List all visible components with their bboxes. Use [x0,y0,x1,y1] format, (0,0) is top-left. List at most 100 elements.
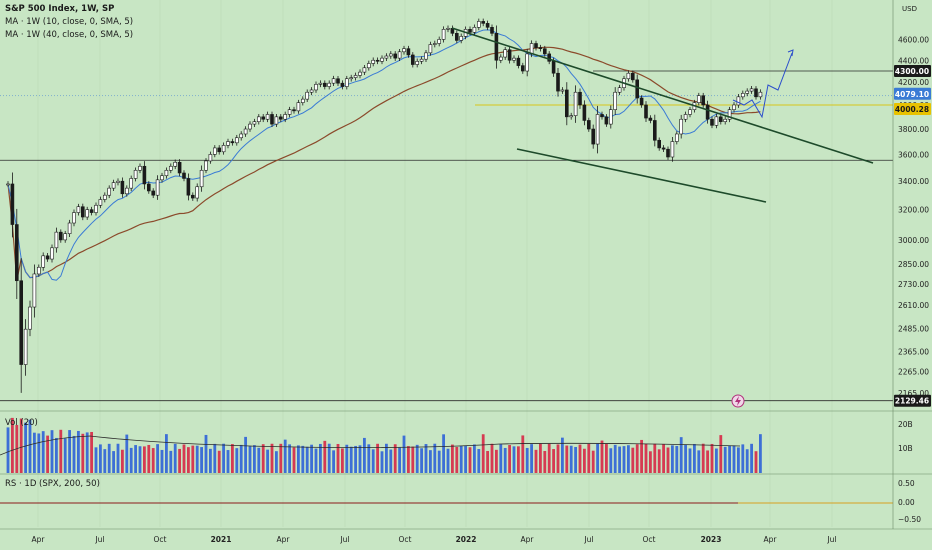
price-tick-label: 3600.00 [898,150,929,159]
volume-legend[interactable]: Vol (20) [5,418,38,428]
candle-body [604,116,609,125]
candle-body [191,194,195,199]
volume-bar [336,443,340,473]
ma40-legend[interactable]: MA · 1W (40, close, 0, SMA, 5) [5,30,134,40]
volume-bar [530,444,533,473]
volume-bar [129,447,133,473]
candle-body [613,91,618,110]
volume-bar [591,450,595,473]
volume-bar [169,450,173,473]
chart-title: S&P 500 Index, 1W, SP [5,4,115,14]
volume-bar [226,450,230,473]
candle-body [542,48,547,55]
volume-bar [613,444,617,473]
candle-body [454,33,459,41]
volume-bar [407,446,410,473]
volume-bar [327,443,331,473]
candle-body [745,90,750,94]
candle-body [85,209,89,218]
candle-body [468,29,472,33]
volume-bar [204,434,208,473]
volume-bar [609,448,613,473]
price-tick-label: 3200.00 [898,206,929,215]
candle-body [160,175,164,181]
badge-ma40-label: 4000.28 [895,105,929,114]
volume-bar [512,446,516,473]
volume-bar [165,434,168,473]
candle-body [657,139,662,149]
ma10-legend[interactable]: MA · 1W (10, close, 0, SMA, 5) [5,17,134,27]
candle-body [15,224,19,282]
volume-bar [341,448,344,473]
volume-bar [77,430,80,473]
time-tick-label: 2023 [701,535,722,544]
candle-body [626,72,631,80]
candle-body [714,116,719,126]
volume-bar [675,445,679,473]
candle-body [538,47,543,49]
volume-bar [213,443,217,473]
candle-body [371,59,376,64]
time-tick-label: Jul [826,535,836,544]
volume-bar [402,435,406,473]
price-tick-label: 2165.00 [898,389,929,398]
volume-bar [134,445,137,473]
candle-body [723,118,728,122]
volume-bar [46,435,49,473]
candle-body [94,204,98,213]
volume-bar [644,443,648,473]
volume-bar [569,445,573,473]
candle-body [630,72,635,81]
candle-body [221,145,226,153]
candle-body [36,266,41,275]
candle-body [754,88,758,98]
volume-bar [24,422,27,473]
volume-tick-label: 20B [898,420,913,429]
volume-bar [231,444,234,473]
candle-body [639,97,644,106]
rs-legend[interactable]: RS · 1D (SPX, 200, 50) [5,479,100,489]
candle-body [340,82,345,87]
volume-bar [503,447,507,473]
candle-body [63,233,68,241]
candle-body [89,209,94,213]
candle-body [125,187,129,195]
candle-body [556,72,560,92]
candle-body [503,49,508,58]
candle-body [204,160,208,171]
candle-body [318,82,323,85]
candle-body [76,206,81,213]
volume-bar [191,445,195,473]
volume-bar [618,446,621,473]
candle-body [107,187,111,196]
volume-bar [371,449,375,473]
candle-body [688,109,692,115]
volume-bar [367,444,371,473]
time-tick-label: Oct [154,535,167,544]
candles [6,18,763,393]
volume-bar [481,434,485,473]
price-tick-label: 2610.00 [898,301,929,310]
volume-bar [693,443,696,473]
volume-bar [495,449,498,473]
volume-bar [587,443,591,473]
volume-bar [710,443,714,473]
candle-body [164,169,169,177]
time-tick-label: 2021 [211,535,232,544]
price-tick-label: 4600.00 [898,35,929,44]
volume-bar [72,435,76,473]
volume-bar [253,445,256,473]
candle-body [388,53,393,57]
volume-bar [420,448,423,473]
candle-body [142,165,147,185]
candle-body [507,49,512,61]
candle-body [265,114,270,120]
volume-bar [63,438,67,473]
volume-bar [332,450,335,473]
candle-body [296,102,301,112]
volume-bar [28,419,32,473]
volume-bar [314,448,318,473]
time-tick-label: Apr [32,535,46,544]
volume-bar [301,445,305,473]
